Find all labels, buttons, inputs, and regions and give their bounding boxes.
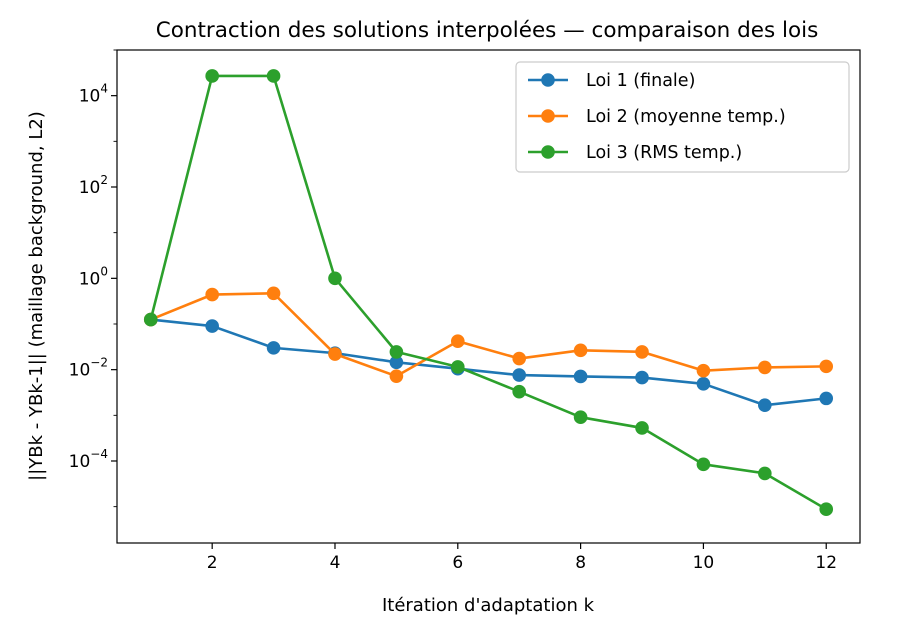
plot-area (143, 69, 834, 516)
legend-box (515, 61, 850, 173)
x-tick-label: 10 (693, 553, 715, 573)
series-3-point (266, 69, 281, 83)
series-3-point (450, 360, 465, 374)
y-tick-label: 100 (79, 264, 108, 289)
y-tick-base: 10 (69, 452, 91, 472)
series-3-point (512, 384, 527, 399)
series-2-point (266, 286, 281, 301)
y-tick-label: 102 (79, 173, 108, 198)
y-tick-label: 10−2 (69, 356, 108, 381)
series-1-point (819, 391, 834, 406)
x-tick-label: 2 (207, 553, 218, 573)
series-line-3 (149, 74, 827, 511)
y-tick-base: 10 (79, 269, 101, 289)
legend: Loi 1 (finale) Loi 2 (moyenne temp.) Loi 3… (515, 61, 850, 173)
y-tick-exponent: −2 (90, 356, 108, 370)
legend-marker (541, 145, 555, 159)
series-2-point (328, 347, 342, 361)
series-3-point (389, 345, 404, 359)
y-tick-base: 10 (79, 87, 101, 107)
series-line-2 (150, 291, 827, 378)
y-tick-label: 10−4 (69, 447, 108, 472)
chart-title: Contraction des solutions interpolées — … (156, 18, 819, 43)
series-3-point (205, 69, 219, 83)
series-1-point (389, 355, 404, 370)
series-3-point (143, 312, 158, 327)
series-2-point (758, 360, 772, 375)
series-3-point (758, 466, 772, 481)
series-1-point (573, 369, 588, 384)
x-tick-label: 6 (452, 553, 463, 573)
series-2-point (573, 343, 588, 358)
series-2-point (696, 363, 711, 378)
series-1-point (635, 370, 649, 385)
series-2-point (819, 359, 834, 374)
legend-label: Loi 1 (finale) (586, 71, 695, 91)
y-tick-base: 10 (79, 178, 101, 198)
series-1-point (512, 368, 527, 382)
series-1-point (266, 341, 281, 355)
series-3-point (635, 421, 649, 435)
series-2-point (450, 334, 465, 348)
y-tick-label: 104 (79, 82, 108, 107)
series-2-point (635, 345, 649, 359)
x-tick-label: 8 (575, 553, 586, 573)
series-3-point (328, 271, 342, 286)
plot-frame (116, 49, 861, 544)
x-tick-label: 4 (330, 553, 341, 573)
series-1-point (758, 398, 772, 412)
series-3-point (696, 457, 711, 472)
y-tick-exponent: −4 (90, 447, 108, 461)
series-3-point (819, 502, 834, 516)
series-1-point (205, 319, 219, 333)
series-2-point (205, 287, 219, 302)
series-3-point (573, 410, 588, 424)
y-tick-base: 10 (69, 361, 91, 381)
y-tick-exponent: 4 (100, 82, 108, 96)
x-axis-label: Itération d'adaptation k (382, 595, 595, 616)
legend-label: Loi 2 (moyenne temp.) (586, 107, 786, 127)
y-tick-exponent: 0 (100, 264, 108, 278)
y-axis-label: ||YBk - YBk-1|| (maillage background, L2… (26, 111, 47, 481)
series-1-point (696, 377, 711, 391)
legend-marker (541, 73, 555, 87)
x-tick-label: 12 (815, 553, 837, 573)
legend-label: Loi 3 (RMS temp.) (586, 143, 742, 163)
y-tick-exponent: 2 (100, 173, 108, 187)
series-line-1 (150, 318, 827, 407)
series-2-point (512, 351, 527, 366)
legend-marker (541, 109, 555, 123)
series-2-point (389, 369, 404, 383)
